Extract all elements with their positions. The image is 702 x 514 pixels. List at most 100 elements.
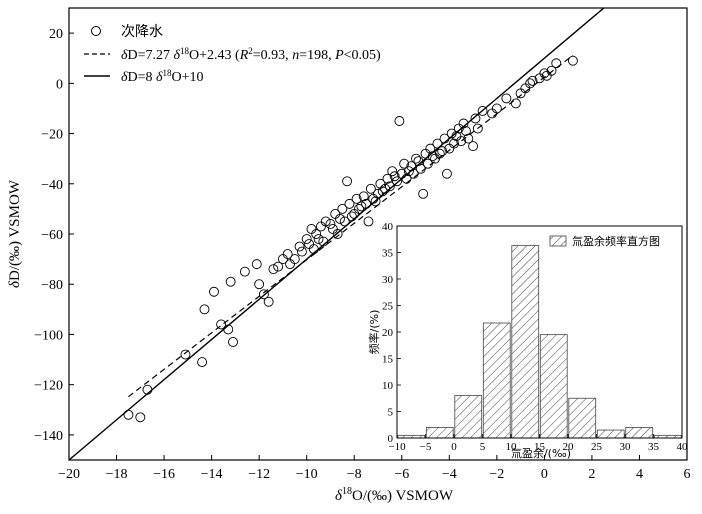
data-point: [239, 266, 250, 277]
main-y-axis-ticks: −140 −120 −100 −80 −60 −40 −20 0 20: [34, 27, 74, 444]
data-point: [337, 203, 348, 214]
x-tick-label: −16: [153, 467, 175, 482]
data-point: [399, 158, 410, 169]
x-tick-label: 0: [541, 467, 548, 482]
data-point: [510, 98, 521, 109]
data-point: [567, 55, 578, 66]
data-point: [251, 259, 262, 270]
inset-background: [397, 226, 682, 438]
data-point: [501, 93, 512, 104]
inset-y-axis-title: 频率/(%): [367, 310, 381, 355]
data-point: [320, 216, 331, 227]
x-tick-label: −18: [106, 467, 128, 482]
data-point: [418, 188, 429, 199]
data-point: [294, 241, 305, 252]
data-point: [472, 123, 483, 134]
inset-x-tick-label: 0: [451, 441, 457, 453]
data-point: [527, 75, 538, 86]
histogram-bar: [425, 426, 454, 439]
data-point: [135, 412, 146, 423]
main-x-axis-title: δ18O/(‰) VSMOW: [335, 486, 454, 504]
inset-y-tick-label: 20: [382, 327, 394, 339]
legend-label-fit: δD=7.27 δ18O+2.43 (R2=0.93, n=198, P<0.0…: [121, 46, 381, 63]
histogram-bar: [625, 426, 654, 439]
y-tick-label: 0: [56, 77, 63, 92]
inset-x-tick-label: −5: [420, 441, 432, 453]
data-point: [356, 201, 367, 212]
inset-y-tick-label: 0: [388, 433, 394, 445]
data-point: [370, 196, 381, 207]
y-tick-label: 20: [49, 27, 63, 42]
inset-x-tick-label: 20: [563, 441, 575, 453]
data-point: [382, 173, 393, 184]
x-tick-label: −2: [489, 467, 504, 482]
x-tick-label: −10: [296, 467, 318, 482]
inset-x-tick-label: 15: [534, 441, 546, 453]
main-legend: 次降水 δD=7.27 δ18O+2.43 (R2=0.93, n=198, P…: [84, 24, 381, 85]
data-point: [268, 264, 279, 275]
data-point: [344, 198, 355, 209]
x-tick-label: −4: [442, 467, 457, 482]
inset-histogram: −10 −5 0 5 10 15 20 25 30 35 40 0 5 10 15 20 25 30 35 40 氚…: [367, 221, 688, 460]
data-point: [441, 168, 452, 179]
data-point: [209, 286, 219, 297]
data-point: [197, 357, 208, 368]
data-point: [470, 113, 481, 124]
data-point: [389, 171, 400, 182]
x-tick-label: −8: [347, 467, 362, 482]
inset-y-tick-label: 40: [382, 221, 394, 233]
histogram-bar: [539, 334, 568, 439]
inset-x-tick-label: 25: [591, 441, 603, 453]
inset-x-axis-title: 氚盈余/(‰): [511, 446, 571, 460]
histogram-bar: [454, 395, 483, 439]
y-tick-label: −80: [41, 278, 63, 293]
data-point: [263, 296, 274, 307]
histogram-bar: [596, 429, 625, 439]
y-tick-label: −40: [41, 178, 63, 193]
inset-x-axis-ticks: −10 −5 0 5 10 15 20 25 30 35 40: [388, 434, 688, 453]
data-point: [258, 289, 269, 300]
data-point: [460, 126, 471, 136]
inset-x-tick-label: 35: [648, 441, 660, 453]
data-point: [325, 219, 336, 229]
histogram-bar: [511, 245, 540, 439]
data-point: [327, 224, 338, 234]
global-meteoric-water-line: [69, 8, 605, 460]
inset-y-tick-label: 35: [382, 248, 394, 260]
inset-y-tick-label: 30: [382, 274, 394, 286]
x-tick-label: 4: [636, 467, 643, 482]
data-point: [254, 279, 265, 290]
data-point: [216, 319, 227, 330]
data-point: [296, 246, 307, 257]
histogram-bars: [397, 245, 682, 439]
inset-x-tick-label: 30: [620, 441, 632, 453]
legend-label-precipitation: 次降水: [121, 24, 163, 40]
x-tick-label: −6: [394, 467, 409, 482]
y-tick-label: −120: [34, 379, 63, 394]
inset-legend-label: 氚盈余频率直方图: [572, 234, 660, 248]
main-y-axis-title: δD/(‰) VSMOW: [7, 179, 23, 288]
legend-label-gmwl: δD=8 δ18O+10: [121, 68, 204, 85]
y-tick-label: −60: [41, 228, 63, 243]
x-tick-label: −20: [58, 467, 80, 482]
x-tick-label: −14: [201, 467, 223, 482]
inset-y-tick-label: 10: [382, 380, 394, 392]
data-point: [354, 203, 364, 214]
data-point: [387, 166, 398, 177]
inset-y-tick-label: 5: [388, 407, 394, 419]
data-point: [199, 304, 210, 315]
data-point: [346, 211, 357, 222]
x-tick-label: −12: [248, 467, 270, 482]
data-point: [392, 176, 402, 187]
data-point: [411, 153, 421, 164]
data-point: [403, 166, 414, 177]
data-point: [342, 176, 353, 187]
data-point: [384, 181, 395, 192]
y-tick-label: −100: [34, 328, 63, 343]
histogram-bar: [568, 397, 597, 439]
data-point: [491, 103, 502, 114]
inset-x-tick-label: −10: [388, 441, 406, 453]
inset-y-tick-label: 15: [382, 354, 394, 366]
data-point: [365, 183, 376, 194]
